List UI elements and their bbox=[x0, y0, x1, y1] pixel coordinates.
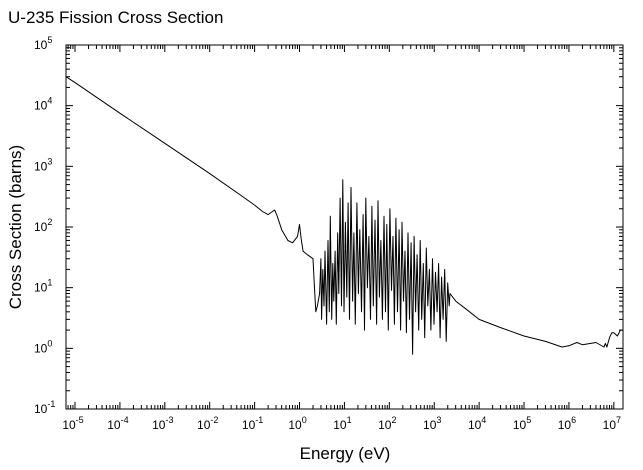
y-tick-label: 101 bbox=[34, 278, 52, 295]
y-tick-base: 10 bbox=[34, 402, 48, 416]
x-tick-exponent: 1 bbox=[347, 415, 352, 425]
y-tick-exponent: 1 bbox=[47, 278, 52, 288]
plot-frame bbox=[65, 44, 624, 410]
x-tick-base: 10 bbox=[242, 418, 256, 432]
y-tick-label: 10-1 bbox=[34, 399, 55, 416]
x-tick-exponent: -3 bbox=[165, 415, 173, 425]
x-tick-exponent: 5 bbox=[526, 415, 531, 425]
x-tick-base: 10 bbox=[197, 418, 211, 432]
x-tick-label: 101 bbox=[333, 415, 351, 432]
x-tick-exponent: -5 bbox=[76, 415, 84, 425]
y-tick-base: 10 bbox=[34, 220, 48, 234]
y-tick-label: 104 bbox=[34, 96, 52, 113]
x-tick-exponent: -2 bbox=[210, 415, 218, 425]
x-tick-base: 10 bbox=[513, 418, 527, 432]
x-tick-exponent: -1 bbox=[255, 415, 263, 425]
x-tick-base: 10 bbox=[378, 418, 392, 432]
y-tick-base: 10 bbox=[34, 159, 48, 173]
x-tick-base: 10 bbox=[423, 418, 437, 432]
x-tick-label: 102 bbox=[378, 415, 396, 432]
x-tick-label: 100 bbox=[288, 415, 306, 432]
y-tick-base: 10 bbox=[34, 99, 48, 113]
x-tick-base: 10 bbox=[288, 418, 302, 432]
x-tick-exponent: 6 bbox=[571, 415, 576, 425]
x-tick-label: 105 bbox=[513, 415, 531, 432]
x-tick-label: 103 bbox=[423, 415, 441, 432]
x-tick-exponent: 7 bbox=[616, 415, 621, 425]
x-tick-exponent: 3 bbox=[436, 415, 441, 425]
y-tick-exponent: -1 bbox=[47, 399, 55, 409]
x-tick-base: 10 bbox=[62, 418, 76, 432]
y-tick-label: 103 bbox=[34, 156, 52, 173]
y-tick-exponent: 5 bbox=[47, 35, 52, 45]
y-tick-exponent: 0 bbox=[47, 338, 52, 348]
x-tick-base: 10 bbox=[333, 418, 347, 432]
x-tick-exponent: -4 bbox=[121, 415, 129, 425]
series-line-0 bbox=[65, 76, 623, 355]
y-tick-label: 102 bbox=[34, 217, 52, 234]
x-axis-label: Energy (eV) bbox=[300, 444, 391, 463]
chart-title: U-235 Fission Cross Section bbox=[8, 8, 223, 27]
x-tick-base: 10 bbox=[468, 418, 482, 432]
y-tick-label: 100 bbox=[34, 338, 52, 355]
y-axis-label: Cross Section (barns) bbox=[6, 145, 25, 309]
x-tick-base: 10 bbox=[152, 418, 166, 432]
x-tick-base: 10 bbox=[558, 418, 572, 432]
x-tick-base: 10 bbox=[107, 418, 121, 432]
x-tick-exponent: 0 bbox=[302, 415, 307, 425]
y-tick-exponent: 2 bbox=[47, 217, 52, 227]
x-ticks: 10-5 10-4 10-3 10-2 10-1 100 101 102 103 104 105 10… bbox=[62, 45, 621, 432]
y-tick-label: 105 bbox=[34, 35, 52, 52]
x-tick-label: 107 bbox=[603, 415, 621, 432]
y-tick-base: 10 bbox=[34, 281, 48, 295]
x-tick-exponent: 2 bbox=[391, 415, 396, 425]
x-tick-label: 104 bbox=[468, 415, 486, 432]
x-tick-label: 10-2 bbox=[197, 415, 218, 432]
x-tick-label: 10-4 bbox=[107, 415, 128, 432]
series-group bbox=[65, 76, 623, 355]
y-tick-exponent: 4 bbox=[47, 96, 52, 106]
y-tick-base: 10 bbox=[34, 341, 48, 355]
x-tick-label: 106 bbox=[558, 415, 576, 432]
x-tick-label: 10-1 bbox=[242, 415, 263, 432]
x-tick-base: 10 bbox=[603, 418, 617, 432]
x-tick-exponent: 4 bbox=[481, 415, 486, 425]
y-tick-exponent: 3 bbox=[47, 156, 52, 166]
y-tick-base: 10 bbox=[34, 38, 48, 52]
x-tick-label: 10-3 bbox=[152, 415, 173, 432]
x-tick-label: 10-5 bbox=[62, 415, 83, 432]
